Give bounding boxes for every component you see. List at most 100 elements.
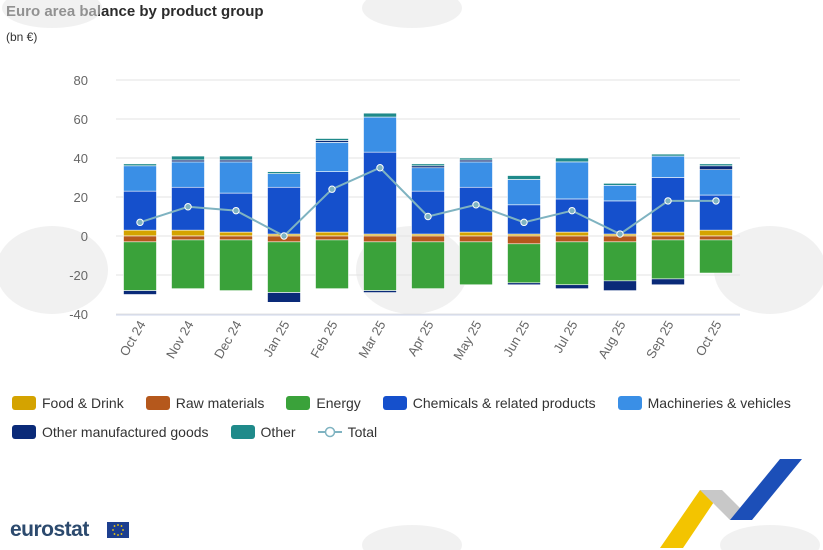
- bar-segment: [315, 171, 349, 233]
- y-tick-label: 40: [74, 151, 88, 166]
- legend-swatch: [12, 424, 36, 439]
- eu-flag-icon: [107, 522, 129, 538]
- bar-segment: [459, 241, 493, 286]
- chart-legend: Food & Drink Raw materials Energy Chemicals…: [12, 388, 822, 446]
- legend-label: Machineries & vehicles: [647, 394, 791, 411]
- bar-segment: [603, 280, 637, 291]
- watermark-logo: [714, 226, 823, 314]
- bar-segment: [699, 163, 733, 167]
- bar-segment: [507, 179, 541, 206]
- legend-swatch: [12, 395, 36, 410]
- total-point: [616, 230, 624, 238]
- total-point: [136, 218, 144, 227]
- bar-segment: [363, 241, 397, 291]
- legend-item[interactable]: Other: [230, 423, 296, 440]
- bar-segment: [123, 163, 157, 167]
- bar-segment: [507, 282, 541, 286]
- legend-item[interactable]: Chemicals & related products: [382, 394, 596, 411]
- total-point: [664, 197, 672, 205]
- bar-segment: [603, 241, 637, 282]
- total-point: [280, 232, 288, 240]
- bar-segment: [411, 241, 445, 289]
- bar-segment: [411, 163, 445, 167]
- legend-swatch: [382, 395, 407, 410]
- legend-label: Chemicals & related products: [412, 394, 596, 411]
- bar-segment: [123, 290, 157, 295]
- y-tick-label: -40: [69, 307, 88, 322]
- bar-segment: [363, 116, 397, 153]
- bar-segment: [123, 165, 157, 192]
- bar-segment: [651, 278, 685, 286]
- bar-segment: [651, 239, 685, 280]
- bar-segment: [699, 239, 733, 274]
- y-tick-label: 0: [81, 229, 88, 244]
- legend-item[interactable]: Total: [317, 423, 378, 440]
- bar-segment: [603, 183, 637, 186]
- y-tick-label: 20: [74, 190, 88, 205]
- y-tick-label: 60: [74, 112, 88, 127]
- total-point: [328, 185, 336, 193]
- legend-swatch: [145, 395, 170, 410]
- legend-row: Other manufactured goods Other Total: [12, 417, 822, 446]
- legend-label: Energy: [316, 394, 361, 411]
- total-point: [424, 212, 432, 221]
- bar-segment: [411, 190, 445, 235]
- legend-label: Other: [260, 423, 296, 440]
- bar-segment: [507, 175, 541, 180]
- watermark-logo: [362, 0, 462, 28]
- legend-item[interactable]: Other manufactured goods: [12, 424, 209, 440]
- legend-swatch: [617, 395, 642, 410]
- bar-segment: [267, 241, 301, 293]
- legend-item[interactable]: Food & Drink: [12, 395, 124, 411]
- watermark-logo: [2, 0, 102, 28]
- legend-swatch: [286, 395, 311, 410]
- total-point: [184, 203, 192, 211]
- legend-label: Total: [347, 423, 378, 440]
- bar-segment: [699, 169, 733, 196]
- total-point: [520, 218, 528, 227]
- bar-segment: [555, 157, 589, 163]
- chart-subtitle: (bn €): [6, 30, 38, 44]
- bar-segment: [459, 157, 493, 161]
- total-point: [232, 206, 240, 215]
- legend-label: Food & Drink: [42, 394, 124, 411]
- bar-segment: [267, 171, 301, 174]
- bar-segment: [315, 239, 349, 289]
- bar-segment: [219, 155, 253, 161]
- watermark-logo: [720, 525, 820, 550]
- total-point: [568, 206, 576, 215]
- bar-segment: [267, 292, 301, 303]
- bar-segment: [219, 239, 253, 291]
- bar-segment: [651, 177, 685, 233]
- total-point: [472, 201, 480, 209]
- bar-segment: [171, 155, 205, 161]
- watermark-logo: [0, 226, 108, 314]
- bar-segment: [507, 243, 541, 284]
- bar-segment: [219, 161, 253, 194]
- bar-segment: [651, 153, 685, 157]
- legend-item[interactable]: Raw materials: [145, 394, 265, 411]
- bar-segment: [363, 290, 397, 293]
- y-tick-label: -20: [69, 268, 88, 283]
- bar-segment: [171, 239, 205, 289]
- yellow-stripe: [660, 490, 722, 548]
- legend-row: Food & Drink Raw materials Energy Chemicals…: [12, 388, 822, 417]
- bar-segment: [555, 284, 589, 289]
- total-point: [376, 164, 384, 172]
- legend-swatch: [317, 425, 342, 439]
- legend-item[interactable]: Energy: [286, 394, 361, 411]
- legend-item[interactable]: Machineries & vehicles: [617, 394, 791, 411]
- bar-segment: [315, 138, 349, 141]
- blue-stripe: [730, 459, 802, 520]
- legend-label: Other manufactured goods: [42, 423, 209, 440]
- bar-segment: [363, 112, 397, 118]
- legend-swatch: [230, 424, 255, 439]
- y-tick-label: 80: [74, 73, 88, 88]
- legend-label: Raw materials: [175, 394, 265, 411]
- eurostat-logo: eurostat: [10, 518, 89, 541]
- bar-segment: [171, 161, 205, 188]
- watermark-logo: [362, 525, 462, 550]
- total-point: [712, 197, 720, 205]
